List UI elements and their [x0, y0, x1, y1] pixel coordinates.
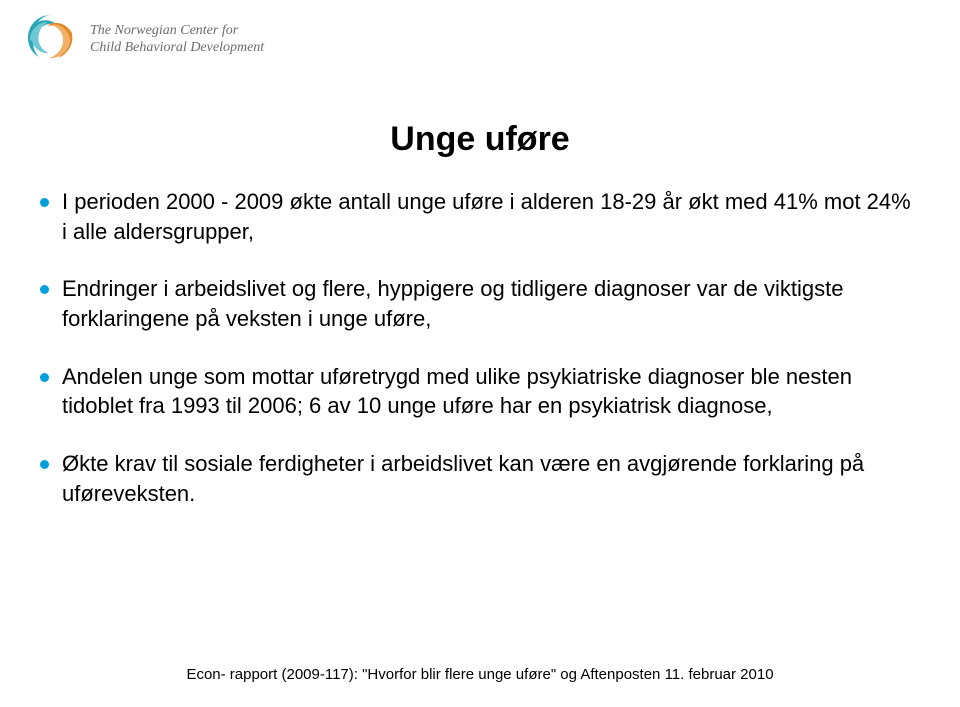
bullet-item: Endringer i arbeidslivet og flere, hyppi… [40, 274, 920, 333]
header: The Norwegian Center for Child Behaviora… [24, 12, 264, 66]
bullet-item: I perioden 2000 - 2009 økte antall unge … [40, 187, 920, 246]
bullet-item: Økte krav til sosiale ferdigheter i arbe… [40, 449, 920, 508]
footer-citation: Econ- rapport (2009-117): "Hvorfor blir … [0, 666, 960, 683]
slide-content: Unge uføre I perioden 2000 - 2009 økte a… [40, 120, 920, 537]
org-line1: The Norwegian Center for [90, 22, 264, 40]
logo-swirl-icon [24, 12, 78, 66]
org-name: The Norwegian Center for Child Behaviora… [90, 22, 264, 57]
bullet-item: Andelen unge som mottar uføretrygd med u… [40, 362, 920, 421]
org-line2: Child Behavioral Development [90, 39, 264, 57]
slide-title: Unge uføre [40, 120, 920, 159]
bullet-list: I perioden 2000 - 2009 økte antall unge … [40, 187, 920, 509]
